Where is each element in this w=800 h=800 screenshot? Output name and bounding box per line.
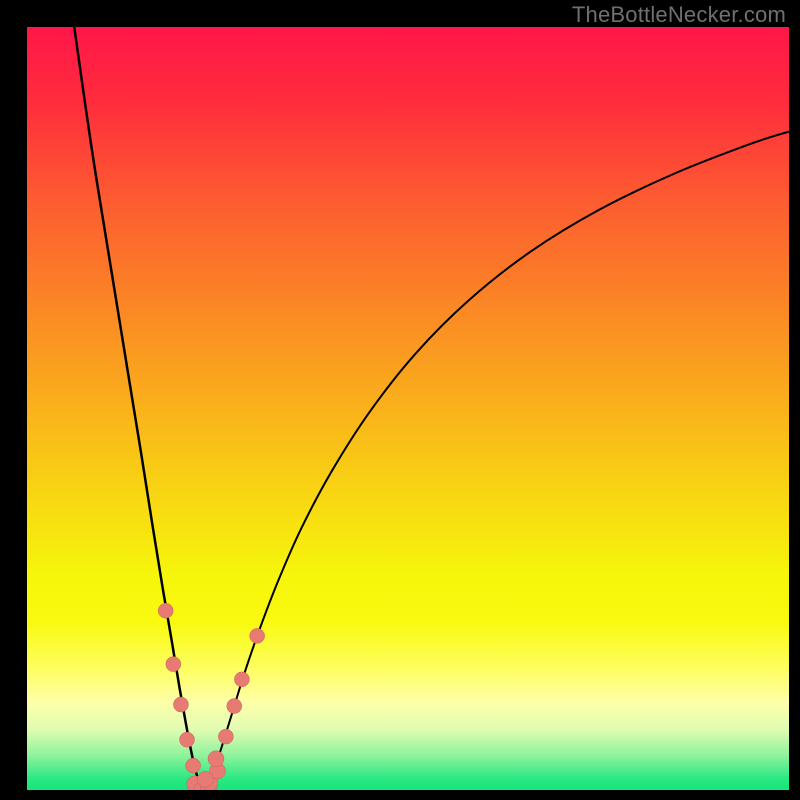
chart-svg: [27, 27, 789, 790]
marker-dot: [197, 771, 213, 787]
marker-dot: [186, 758, 201, 773]
chart-plot-area: [27, 27, 789, 790]
marker-dot: [180, 732, 195, 747]
watermark-text: TheBottleNecker.com: [572, 2, 786, 28]
marker-dot: [173, 697, 188, 712]
marker-dot: [250, 628, 265, 643]
marker-dot: [166, 657, 181, 672]
chart-background: [27, 27, 789, 790]
marker-dot: [234, 672, 249, 687]
marker-dot: [208, 751, 224, 767]
marker-dot: [218, 729, 233, 744]
marker-dot: [227, 699, 242, 714]
marker-dot: [158, 603, 173, 618]
